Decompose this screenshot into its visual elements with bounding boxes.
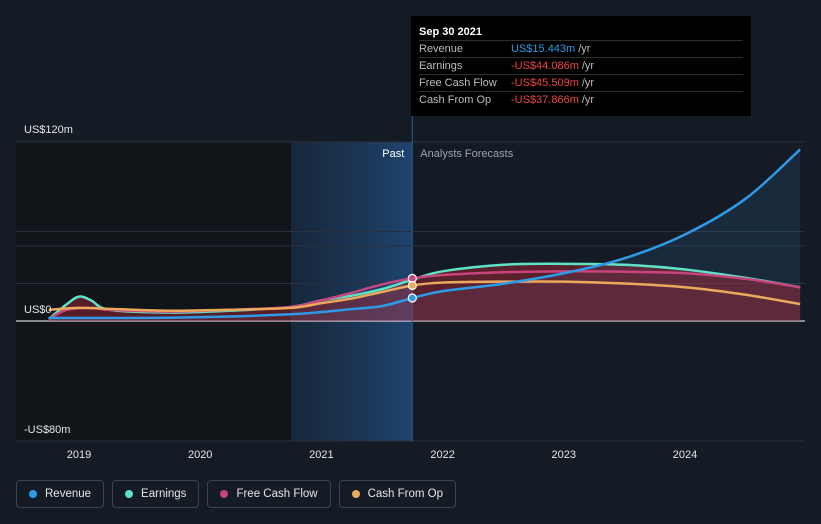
x-tick-label: 2023 [552,449,576,461]
past-label: Past [382,148,404,160]
tooltip-unit: /yr [581,60,595,72]
tooltip-unit: /yr [581,77,595,89]
legend-dot-icon [29,490,37,498]
tooltip: Sep 30 2021 Revenue US$15.443m /yr Earni… [411,16,751,116]
tooltip-row-revenue: Revenue US$15.443m /yr [419,40,743,57]
y-tick-label: -US$80m [24,424,70,436]
past-background [16,142,292,441]
legend-label: Earnings [141,488,187,500]
series-line-cash-from-op [48,280,801,312]
legend: Revenue Earnings Free Cash Flow Cash Fro… [16,480,457,508]
legend-dot-icon [125,490,134,498]
series-line-revenue [48,148,801,320]
tooltip-value: -US$37.866m [511,94,579,106]
x-tick-label: 2021 [309,449,333,461]
x-tick-label: 2024 [673,449,697,461]
series-marker-cash-from-op [407,280,417,291]
series-marker-revenue [407,293,417,303]
tooltip-label: Earnings [419,60,463,72]
tooltip-row-earnings: Earnings -US$44.086m /yr [419,57,743,74]
series-line-earnings [47,262,801,321]
y-tick-label: US$0 [24,304,52,316]
legend-label: Cash From Op [367,488,444,500]
tooltip-value: -US$44.086m [511,60,579,72]
legend-item-earnings[interactable]: Earnings [112,480,200,508]
tooltip-value: -US$45.509m [511,77,579,89]
legend-dot-icon [220,490,229,498]
x-tick-label: 2019 [67,449,91,461]
legend-item-cash-from-op[interactable]: Cash From Op [338,480,457,508]
tooltip-date: Sep 30 2021 [419,26,482,38]
tooltip-unit: /yr [578,43,591,55]
tooltip-label: Cash From Op [419,94,492,106]
forecast-label: Analysts Forecasts [420,148,513,160]
legend-item-free-cash-flow[interactable]: Free Cash Flow [207,480,331,508]
tooltip-label: Revenue [419,43,464,55]
y-tick-label: US$120m [24,124,73,136]
legend-dot-icon [351,490,360,498]
tooltip-unit: /yr [581,94,595,106]
earnings-area [48,263,801,321]
revenue-area [48,149,801,321]
tooltip-label: Free Cash Flow [419,77,497,89]
legend-item-revenue[interactable]: Revenue [16,480,105,508]
legend-label: Free Cash Flow [236,488,318,500]
x-tick-label: 2020 [188,449,212,461]
highlight-background [291,142,413,441]
tooltip-value: US$15.443m [511,43,576,55]
tooltip-row-free-cash-flow: Free Cash Flow -US$45.509m /yr [419,74,743,91]
tooltip-row-cash-from-op: Cash From Op -US$37.866m /yr [419,91,743,108]
x-tick-label: 2022 [430,449,454,461]
legend-label: Revenue [45,488,92,500]
